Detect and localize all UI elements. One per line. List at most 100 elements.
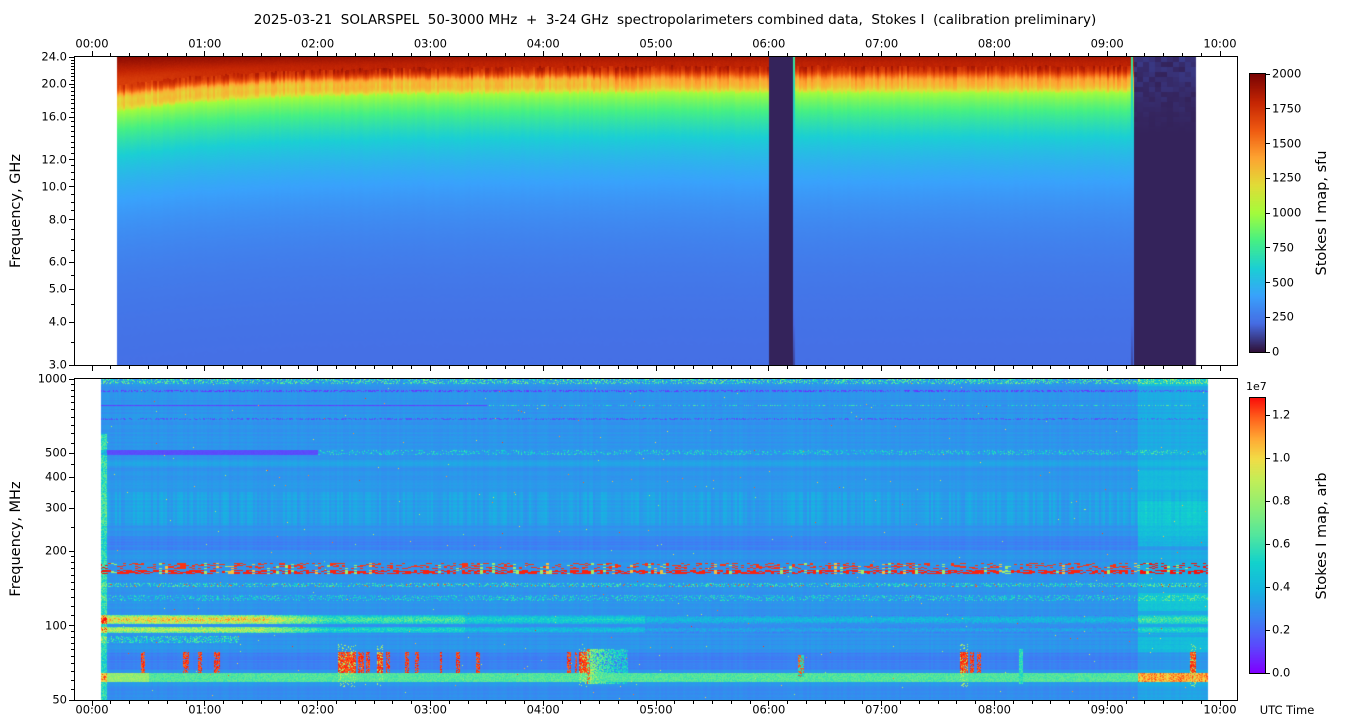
tick-mark [674, 53, 676, 56]
tick-mark [1125, 701, 1127, 704]
tick-mark [69, 364, 74, 366]
tick-mark [1087, 53, 1089, 56]
sfu-colorbar-tick-label: 0 [1272, 344, 1280, 359]
tick-mark [223, 53, 225, 56]
tick-mark [71, 605, 74, 607]
tick-mark [617, 53, 619, 56]
tick-mark [956, 701, 958, 704]
x-tick-label-bottom: 09:00 [1090, 702, 1124, 717]
sfu-colorbar-tick-label: 2000 [1272, 66, 1302, 81]
x-tick-label-top: 06:00 [752, 36, 786, 51]
tick-mark [655, 366, 657, 371]
tick-mark [71, 178, 74, 180]
tick-mark [69, 378, 74, 380]
x-tick-label-bottom: 07:00 [865, 702, 899, 717]
tick-mark [674, 701, 676, 704]
tick-mark [147, 366, 149, 369]
tick-mark [71, 201, 74, 203]
tick-mark [71, 656, 74, 658]
tick-mark [411, 366, 413, 369]
sfu-colorbar-tick-label: 1000 [1272, 205, 1302, 220]
x-tick-label-bottom: 00:00 [75, 702, 109, 717]
tick-mark [71, 663, 74, 665]
tick-mark [71, 121, 74, 123]
x-tick-label-bottom: 04:00 [526, 702, 560, 717]
tick-mark [749, 366, 751, 369]
x-tick-label-bottom: 03:00 [413, 702, 447, 717]
tick-mark [1163, 53, 1165, 56]
tick-mark [71, 126, 74, 128]
x-tick-label-bottom: 02:00 [301, 702, 335, 717]
tick-mark [71, 111, 74, 113]
ghz-tick-label: 5.0 [48, 281, 67, 296]
tick-mark [204, 51, 206, 56]
arb-colorbar-tick-label: 0.2 [1272, 622, 1291, 637]
tick-mark [71, 99, 74, 101]
tick-mark [655, 51, 657, 56]
tick-mark [69, 625, 74, 627]
sfu-colorbar-label: Stokes I map, sfu [1314, 150, 1330, 276]
tick-mark [1144, 53, 1146, 56]
tick-mark [71, 210, 74, 212]
tick-mark [69, 550, 74, 552]
tick-mark [542, 701, 544, 706]
tick-mark [975, 53, 977, 56]
tick-mark [1163, 366, 1165, 369]
mhz-tick-label: 200 [45, 543, 67, 558]
tick-mark [71, 87, 74, 89]
tick-mark [693, 53, 695, 56]
tick-mark [298, 53, 300, 56]
tick-mark [862, 53, 864, 56]
tick-mark [693, 366, 695, 369]
tick-mark [69, 261, 74, 263]
tick-mark [505, 366, 507, 369]
tick-mark [147, 53, 149, 56]
x-tick-label-top: 09:00 [1090, 36, 1124, 51]
tick-mark [223, 366, 225, 369]
tick-mark [1181, 366, 1183, 369]
tick-mark [71, 671, 74, 673]
tick-mark [1266, 586, 1270, 588]
tick-mark [1087, 366, 1089, 369]
tick-mark [505, 53, 507, 56]
tick-mark [993, 701, 995, 706]
tick-mark [768, 51, 770, 56]
tick-mark [843, 366, 845, 369]
tick-mark [71, 141, 74, 143]
tick-mark [674, 366, 676, 369]
tick-mark [71, 72, 74, 74]
tick-mark [166, 53, 168, 56]
tick-mark [71, 442, 74, 444]
tick-mark [71, 274, 74, 276]
tick-mark [1266, 108, 1270, 110]
tick-mark [71, 402, 74, 404]
sfu-colorbar-canvas [1250, 74, 1265, 352]
tick-mark [411, 53, 413, 56]
tick-mark [1219, 366, 1221, 371]
tick-mark [1266, 672, 1270, 674]
tick-mark [1050, 53, 1052, 56]
tick-mark [71, 464, 74, 466]
sfu-colorbar-tick-label: 1250 [1272, 170, 1302, 185]
tick-mark [1012, 366, 1014, 369]
tick-mark [147, 701, 149, 704]
tick-mark [69, 699, 74, 701]
tick-mark [486, 366, 488, 369]
tick-mark [523, 53, 525, 56]
x-tick-label-bottom: 05:00 [639, 702, 673, 717]
tick-mark [862, 701, 864, 704]
tick-mark [1266, 414, 1270, 416]
tick-mark [542, 51, 544, 56]
tick-mark [1144, 701, 1146, 704]
tick-mark [69, 83, 74, 85]
ghz-tick-label: 3.0 [48, 357, 67, 372]
tick-mark [467, 366, 469, 369]
tick-mark [937, 366, 939, 369]
tick-mark [373, 366, 375, 369]
tick-mark [335, 366, 337, 369]
sfu-colorbar-tick-label: 1500 [1272, 135, 1302, 150]
tick-mark [71, 589, 74, 591]
tick-mark [768, 701, 770, 706]
tick-mark [711, 53, 713, 56]
